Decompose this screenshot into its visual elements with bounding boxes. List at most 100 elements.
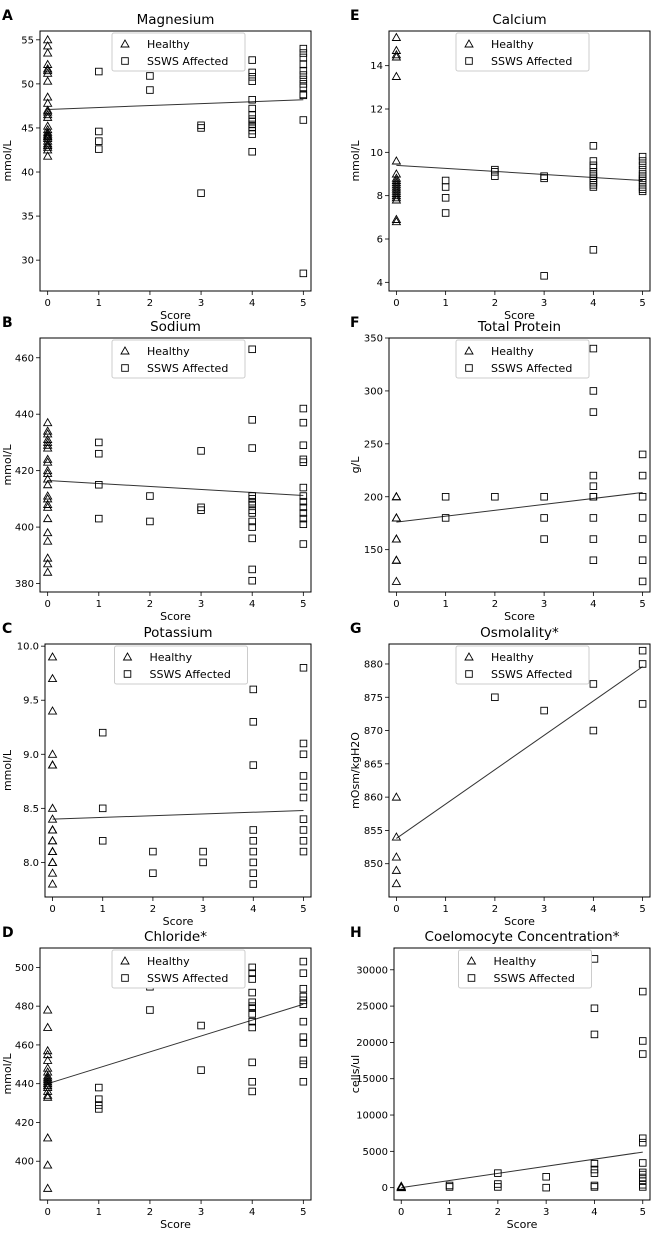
data-point [146,517,154,526]
x-tick-label: 1 [96,599,102,610]
y-axis-label: mOsm/kgH2O [349,732,362,809]
y-axis-label: mmol/L [349,140,362,182]
data-point [299,404,308,413]
data-point [589,183,598,191]
legend-label: Healthy [147,955,190,968]
data-point [95,449,103,458]
legend: Healthy SSWS Affected [111,339,246,379]
data-point [248,95,256,104]
data-point [248,509,256,517]
series-healthy [391,491,402,585]
data-point [589,471,598,480]
y-tick-label: 400 [15,1157,34,1168]
x-tick-label: 2 [495,1207,501,1218]
x-tick-label: 4 [249,1207,255,1218]
y-tick-label: 200 [364,492,383,503]
data-point [590,1181,599,1190]
x-tick-label: 2 [492,599,498,610]
legend-frame [111,339,246,379]
data-point [42,65,53,75]
legend: Healthy SSWS Affected [455,645,590,685]
data-point [199,847,207,856]
legend-marker-square [465,670,473,678]
data-point [42,479,53,489]
data-point [42,440,53,449]
legend-marker-square [465,57,473,65]
chart-panel-g: G Osmolality* 0 1 2 3 4 5 850 855 860 865 870 875 880 S… [349,621,651,928]
x-tick-label: 5 [640,1207,646,1218]
data-point [95,514,103,523]
chart-title: Potassium [143,625,212,641]
y-tick-label: 380 [15,579,34,590]
x-axis-label: Score [160,1218,191,1231]
data-point [42,68,53,77]
data-point [391,190,402,200]
data-point [589,181,598,189]
data-point [589,174,598,183]
x-tick-label: 2 [492,904,498,915]
x-axis-label: Score [163,915,194,928]
y-tick-label: 870 [364,726,383,737]
data-point [540,514,548,522]
plot-frame [388,643,651,898]
legend-label: Healthy [491,345,534,358]
y-tick-label: 8 [377,191,383,202]
series-healthy [42,1005,53,1192]
data-point [249,837,258,845]
data-point [47,673,58,683]
trend-line [396,666,643,839]
x-tick-label: 4 [249,599,255,610]
data-point [299,957,308,966]
data-point [249,761,258,769]
data-point [589,680,598,688]
legend: Healthy SSWS Affected [111,32,246,72]
x-tick-label: 5 [300,1207,306,1218]
y-tick-label: 250 [364,439,383,450]
data-point [639,1159,647,1167]
data-point [299,540,308,548]
data-point [542,1173,550,1181]
data-point [299,664,308,672]
data-point [47,706,58,715]
data-point [391,49,402,59]
data-point [248,1058,256,1067]
y-tick-label: 855 [364,826,383,837]
data-point [299,969,308,977]
data-point [391,792,402,801]
y-tick-label: 880 [364,659,383,670]
y-tick-label: 300 [364,386,383,397]
data-point [42,536,53,545]
legend-frame [455,339,590,379]
data-point [540,272,548,280]
data-point [42,109,53,119]
y-tick-label: 50 [21,79,34,90]
data-point [248,110,256,119]
data-point [445,1183,454,1191]
data-point [638,185,647,193]
data-point [638,161,647,170]
legend: Healthy SSWS Affected [114,645,248,685]
legend-label: Healthy [491,651,534,664]
data-point [42,426,53,435]
y-tick-label: 440 [15,1079,34,1090]
y-tick-label: 480 [15,1002,34,1013]
data-point [299,83,308,92]
data-point [391,214,402,223]
data-point [589,163,598,172]
data-point [42,443,53,452]
x-tick-label: 5 [300,298,306,309]
x-tick-label: 2 [147,298,153,309]
data-point [589,142,598,150]
x-tick-label: 0 [44,298,50,309]
y-tick-label: 55 [21,35,34,46]
data-point [638,187,647,196]
legend-marker-triangle [464,346,474,355]
data-point [249,880,258,888]
y-tick-label: 9.0 [23,750,39,761]
legend-marker-square [121,57,129,65]
data-point [391,852,402,861]
data-point [47,825,58,834]
data-point [47,846,58,856]
legend-frame [458,949,592,989]
chart-title: Calcium [492,12,546,28]
